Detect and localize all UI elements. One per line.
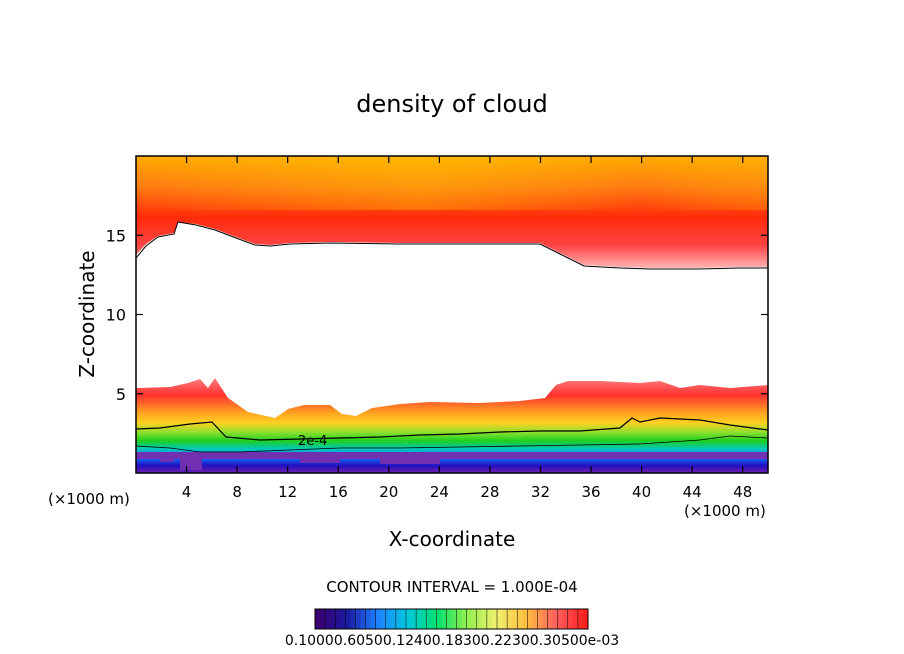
colorbar-swatch	[315, 609, 321, 629]
colorbar	[314, 609, 589, 629]
colorbar-swatch	[567, 609, 574, 629]
colorbar-swatch	[375, 609, 382, 629]
colorbar-swatch	[380, 609, 387, 629]
colorbar-swatch	[517, 609, 523, 629]
colorbar-swatch	[320, 609, 326, 629]
colorbar-swatch	[527, 609, 533, 629]
y-tick-label: 5	[116, 385, 126, 404]
colorbar-swatch	[446, 609, 452, 629]
colorbar-swatch	[476, 609, 483, 629]
colorbar-swatch	[522, 609, 528, 629]
x-tick-label: 12	[278, 483, 297, 501]
x-tick-label: 40	[632, 483, 651, 501]
contour-field: 2e-4	[136, 156, 768, 473]
colorbar-swatch	[461, 609, 468, 629]
colorbar-swatch	[345, 609, 351, 629]
x-tick-label: 48	[733, 483, 752, 501]
colorbar-swatch	[582, 609, 589, 629]
x-tick-label: 32	[531, 483, 550, 501]
colorbar-swatch	[365, 609, 372, 629]
colorbar-swatch	[355, 609, 361, 629]
y-axis-ticks: 5 10 15	[106, 226, 768, 404]
colorbar-swatch	[562, 609, 569, 629]
colorbar-swatch	[547, 609, 554, 629]
colorbar-swatch	[497, 609, 503, 629]
colorbar-swatch	[451, 609, 457, 629]
contour-line-2e-4	[136, 417, 768, 441]
colorbar-swatch	[532, 609, 538, 629]
upper-cloud-sheen	[136, 156, 768, 210]
colorbar-swatch	[491, 609, 498, 629]
colorbar-swatch	[441, 609, 447, 629]
x-unit-left: (×1000 m)	[48, 490, 130, 508]
lower-cloud-layer	[136, 378, 768, 473]
contour-interval-text: CONTOUR INTERVAL = 1.000E-04	[326, 578, 577, 596]
x-tick-label: 24	[430, 483, 449, 501]
x-tick-label: 16	[329, 483, 348, 501]
colorbar-swatch	[385, 609, 392, 629]
colorbar-swatch	[471, 609, 478, 629]
x-tick-label: 4	[182, 483, 192, 501]
colorbar-swatch	[416, 609, 422, 629]
x-tick-label: 44	[683, 483, 702, 501]
colorbar-swatch	[395, 609, 402, 629]
colorbar-swatch	[421, 609, 427, 629]
colorbar-swatch	[436, 609, 442, 629]
chart-title: density of cloud	[356, 90, 547, 118]
colorbar-swatch	[456, 609, 463, 629]
colorbar-swatch	[512, 609, 518, 629]
x-tick-label: 8	[232, 483, 242, 501]
y-tick-label: 15	[106, 226, 126, 245]
x-axis-label: X-coordinate	[389, 527, 516, 551]
y-tick-label: 10	[106, 306, 126, 325]
colorbar-swatch	[552, 609, 559, 629]
colorbar-swatch	[325, 609, 331, 629]
colorbar-swatch	[340, 609, 346, 629]
colorbar-swatch	[400, 609, 407, 629]
contour-label: 2e-4	[298, 434, 327, 449]
colorbar-swatch	[557, 609, 564, 629]
colorbar-swatch	[537, 609, 543, 629]
colorbar-swatch	[481, 609, 488, 629]
y-axis-label: Z-coordinate	[75, 250, 99, 377]
colorbar-swatch	[577, 609, 584, 629]
colorbar-swatch	[502, 609, 508, 629]
colorbar-swatch	[370, 609, 377, 629]
colorbar-swatch	[426, 609, 432, 629]
colorbar-swatch	[507, 609, 513, 629]
colorbar-swatch	[406, 609, 412, 629]
x-tick-label: 28	[480, 483, 499, 501]
x-unit-right: (×1000 m)	[684, 502, 766, 520]
x-axis-ticks: 4 8 12 16 20 24 28 32 36 40 44 48	[182, 156, 752, 501]
x-tick-label: 36	[581, 483, 600, 501]
colorbar-swatch	[486, 609, 493, 629]
colorbar-labels: 0.10000.60500.12400.18300.22300.30500e-0…	[285, 633, 619, 649]
colorbar-swatch	[335, 609, 341, 629]
colorbar-swatch	[466, 609, 473, 629]
colorbar-swatch	[390, 609, 397, 629]
x-tick-label: 20	[379, 483, 398, 501]
lower-edge-noise	[136, 452, 768, 470]
colorbar-swatch	[572, 609, 579, 629]
colorbar-swatch	[411, 609, 417, 629]
colorbar-swatch	[431, 609, 437, 629]
contour-line-upper	[136, 221, 768, 270]
colorbar-swatch	[330, 609, 336, 629]
colorbar-swatch	[350, 609, 356, 629]
colorbar-swatch	[360, 609, 366, 629]
colorbar-frame	[314, 608, 589, 630]
colorbar-swatch	[542, 609, 548, 629]
contour-line-lower	[136, 435, 768, 453]
